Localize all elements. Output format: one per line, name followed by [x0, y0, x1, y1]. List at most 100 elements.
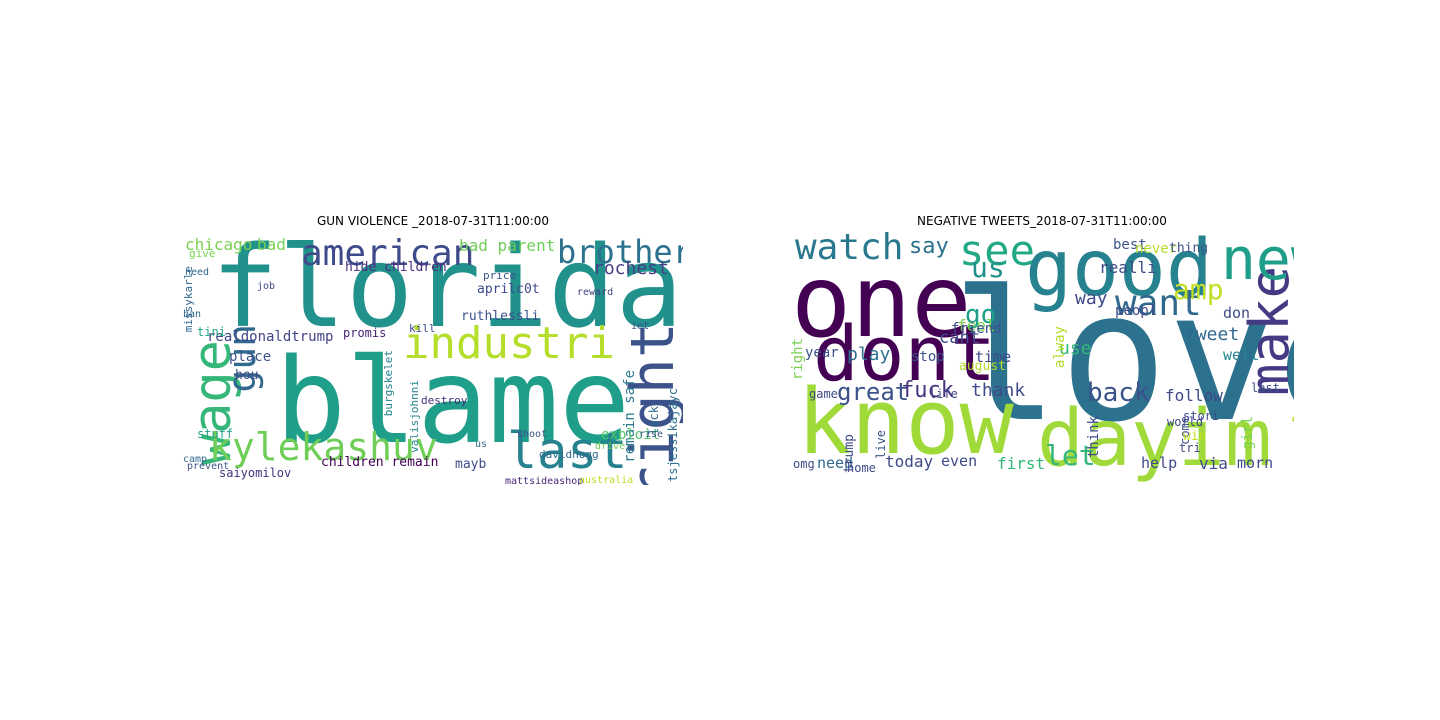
- cloud-word: let: [1045, 439, 1096, 472]
- cloud-word: life: [929, 387, 958, 401]
- cloud-word: chicago: [185, 235, 253, 254]
- cloud-word: even: [941, 452, 978, 470]
- cloud-word: win: [1183, 429, 1207, 444]
- cloud-word: stop: [911, 349, 945, 365]
- word-cloud-negative-tweets: loveonegoodknowdayimdontmakenewwatchsees…: [791, 230, 1294, 485]
- cloud-word: time: [975, 348, 1012, 366]
- cloud-word: shoot: [517, 429, 548, 440]
- cloud-word: stori: [1183, 409, 1220, 423]
- cloud-word: prevent: [187, 461, 230, 472]
- cloud-word: us: [971, 251, 1005, 284]
- cloud-word: tsjessikajayc: [666, 388, 680, 482]
- cloud-word: american: [301, 233, 475, 274]
- cloud-word: world: [1167, 415, 1204, 429]
- cloud-word: great: [837, 378, 910, 406]
- cloud-word: need: [817, 454, 854, 472]
- cloud-word: well: [1223, 346, 1260, 364]
- cloud-word: dont: [813, 309, 997, 398]
- cloud-word: last: [1251, 381, 1280, 395]
- cloud-word: ban: [183, 309, 202, 320]
- cloud-word: don: [1223, 304, 1251, 322]
- cloud-word: kill: [409, 322, 436, 335]
- cloud-word: reward: [577, 287, 614, 298]
- cloud-word: girl: [1240, 416, 1256, 450]
- cloud-word: friend: [951, 321, 1002, 337]
- cloud-word: tri: [1179, 441, 1201, 455]
- cloud-word: davidhogg: [539, 448, 599, 461]
- cloud-word: right: [791, 338, 806, 381]
- cloud-word: realli: [1099, 258, 1157, 277]
- cloud-word: camp: [183, 454, 208, 465]
- panel-title-gun-violence: GUN VIOLENCE _2018-07-31T11:00:00: [316, 214, 550, 228]
- panel-title-negative-tweets: NEGATIVE TWEETS_2018-07-31T11:00:00: [917, 214, 1167, 228]
- cloud-word: know: [797, 370, 1014, 475]
- cloud-word: play: [847, 344, 891, 365]
- cloud-word: august: [959, 359, 1006, 374]
- cloud-word: help: [1141, 454, 1178, 472]
- word-cloud-gun-violence: florida blame industri right american brother…: [183, 230, 683, 485]
- cloud-word: dayim: [1037, 394, 1272, 484]
- cloud-word: burgskelet: [382, 350, 395, 417]
- cloud-word: aprilc0t: [477, 282, 540, 297]
- cloud-word: see: [959, 230, 1035, 275]
- cloud-word: mayb: [455, 457, 487, 472]
- cloud-word: mattsideashop: [505, 476, 584, 486]
- cloud-word: via: [1199, 454, 1228, 473]
- cloud-word: children remain: [321, 455, 439, 470]
- cloud-word: go: [965, 300, 997, 330]
- cloud-word: cant: [939, 328, 980, 348]
- cloud-word: industri: [403, 318, 615, 369]
- cloud-word: thank: [971, 380, 1026, 401]
- cloud-word: place: [229, 349, 272, 365]
- cloud-word: first: [997, 454, 1046, 473]
- cloud-word: valisjohnni: [408, 380, 421, 453]
- cloud-word: us: [475, 439, 488, 450]
- cloud-word: last: [507, 422, 628, 480]
- cloud-word: use: [1059, 338, 1092, 359]
- cloud-word: promis: [343, 326, 387, 340]
- cloud-word: back: [1087, 378, 1150, 408]
- cloud-word: australia: [579, 475, 634, 486]
- cloud-word: job: [257, 281, 276, 292]
- cloud-word: rochest: [593, 258, 669, 279]
- cloud-word: live: [874, 430, 888, 459]
- cloud-word: brother: [557, 233, 683, 271]
- cloud-word: love: [951, 253, 1294, 462]
- cloud-word: bad parent: [459, 236, 556, 255]
- cloud-word: destroy: [421, 394, 468, 407]
- cloud-word: tini: [197, 325, 226, 339]
- cloud-word: iet: [631, 321, 650, 332]
- cloud-word: alway: [1052, 326, 1068, 369]
- cloud-word: new: [1221, 230, 1294, 293]
- cloud-word: say: [909, 234, 949, 259]
- cloud-word: game: [809, 387, 838, 401]
- cloud-word: peopl: [1115, 303, 1158, 319]
- cloud-word: year: [805, 345, 839, 361]
- cloud-word: price: [483, 269, 517, 282]
- cloud-word: omg: [793, 457, 815, 471]
- cloud-word: good: [1025, 230, 1213, 314]
- cloud-word: best: [1113, 237, 1147, 253]
- cloud-word: need: [185, 267, 210, 278]
- cloud-word: amp: [1173, 273, 1224, 306]
- cloud-word: watch: [795, 230, 904, 268]
- cloud-word: give: [189, 247, 216, 260]
- cloud-word: morn: [1237, 454, 1274, 472]
- cloud-word: hide children: [345, 260, 447, 275]
- cloud-word: saiyomilov: [219, 466, 292, 480]
- cloud-word: want: [1115, 283, 1202, 324]
- cloud-word: follow: [1165, 386, 1223, 405]
- cloud-word: never: [1135, 241, 1178, 257]
- cloud-word: realdonaldtrump: [207, 329, 334, 345]
- cloud-word: thing: [1169, 241, 1209, 256]
- cloud-word: way: [1075, 288, 1108, 309]
- cloud-word: tweet: [1185, 324, 1240, 345]
- cloud-word: florida: [211, 230, 683, 353]
- cloud-word: feel: [957, 316, 996, 335]
- cloud-word: exploit: [601, 427, 661, 443]
- cloud-word: drive: [595, 441, 626, 452]
- cloud-word: look: [1285, 398, 1294, 485]
- cloud-word: hou: [235, 368, 259, 383]
- cloud-word: ruthlessli: [461, 309, 540, 324]
- cloud-word: home: [847, 461, 876, 475]
